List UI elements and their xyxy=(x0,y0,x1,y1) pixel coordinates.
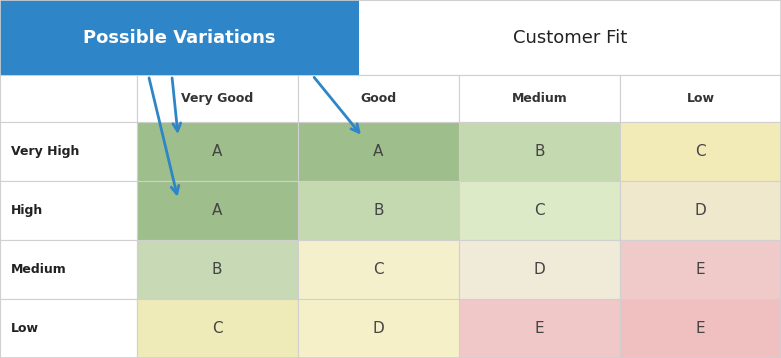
Text: A: A xyxy=(212,203,223,218)
Text: C: C xyxy=(695,144,706,159)
Bar xyxy=(458,181,620,240)
Bar xyxy=(137,122,298,181)
Bar xyxy=(0,240,137,299)
Text: D: D xyxy=(694,203,706,218)
Text: Medium: Medium xyxy=(11,263,66,276)
Bar xyxy=(458,122,620,181)
Bar xyxy=(620,299,781,358)
Text: C: C xyxy=(373,262,383,277)
Bar xyxy=(137,181,298,240)
Text: Very High: Very High xyxy=(11,145,80,158)
Text: B: B xyxy=(373,203,383,218)
Text: Very Good: Very Good xyxy=(181,92,253,105)
Bar xyxy=(298,240,458,299)
Bar xyxy=(0,299,137,358)
Bar xyxy=(620,122,781,181)
Bar xyxy=(0,181,137,240)
Text: E: E xyxy=(696,321,705,336)
Text: A: A xyxy=(212,144,223,159)
Bar xyxy=(0,0,359,75)
Text: E: E xyxy=(696,262,705,277)
Text: B: B xyxy=(212,262,223,277)
Text: C: C xyxy=(534,203,544,218)
Bar xyxy=(0,75,137,122)
Bar xyxy=(137,299,298,358)
Bar xyxy=(137,75,298,122)
Text: Low: Low xyxy=(686,92,715,105)
Bar xyxy=(298,299,458,358)
Text: Possible Variations: Possible Variations xyxy=(84,29,276,47)
Bar xyxy=(458,75,620,122)
Text: D: D xyxy=(373,321,384,336)
Text: A: A xyxy=(373,144,383,159)
Bar xyxy=(458,299,620,358)
Bar xyxy=(137,240,298,299)
Bar xyxy=(298,181,458,240)
Text: Good: Good xyxy=(360,92,397,105)
Bar xyxy=(620,75,781,122)
Bar xyxy=(620,181,781,240)
Bar xyxy=(620,240,781,299)
Bar xyxy=(0,0,781,75)
Text: B: B xyxy=(534,144,544,159)
Text: Customer Fit: Customer Fit xyxy=(513,29,627,47)
Text: D: D xyxy=(533,262,545,277)
Bar xyxy=(298,75,458,122)
Text: Medium: Medium xyxy=(512,92,567,105)
Text: E: E xyxy=(534,321,544,336)
Bar xyxy=(0,122,137,181)
Bar xyxy=(458,240,620,299)
Text: High: High xyxy=(11,204,43,217)
Bar xyxy=(298,122,458,181)
Text: Low: Low xyxy=(11,322,39,335)
Text: C: C xyxy=(212,321,223,336)
